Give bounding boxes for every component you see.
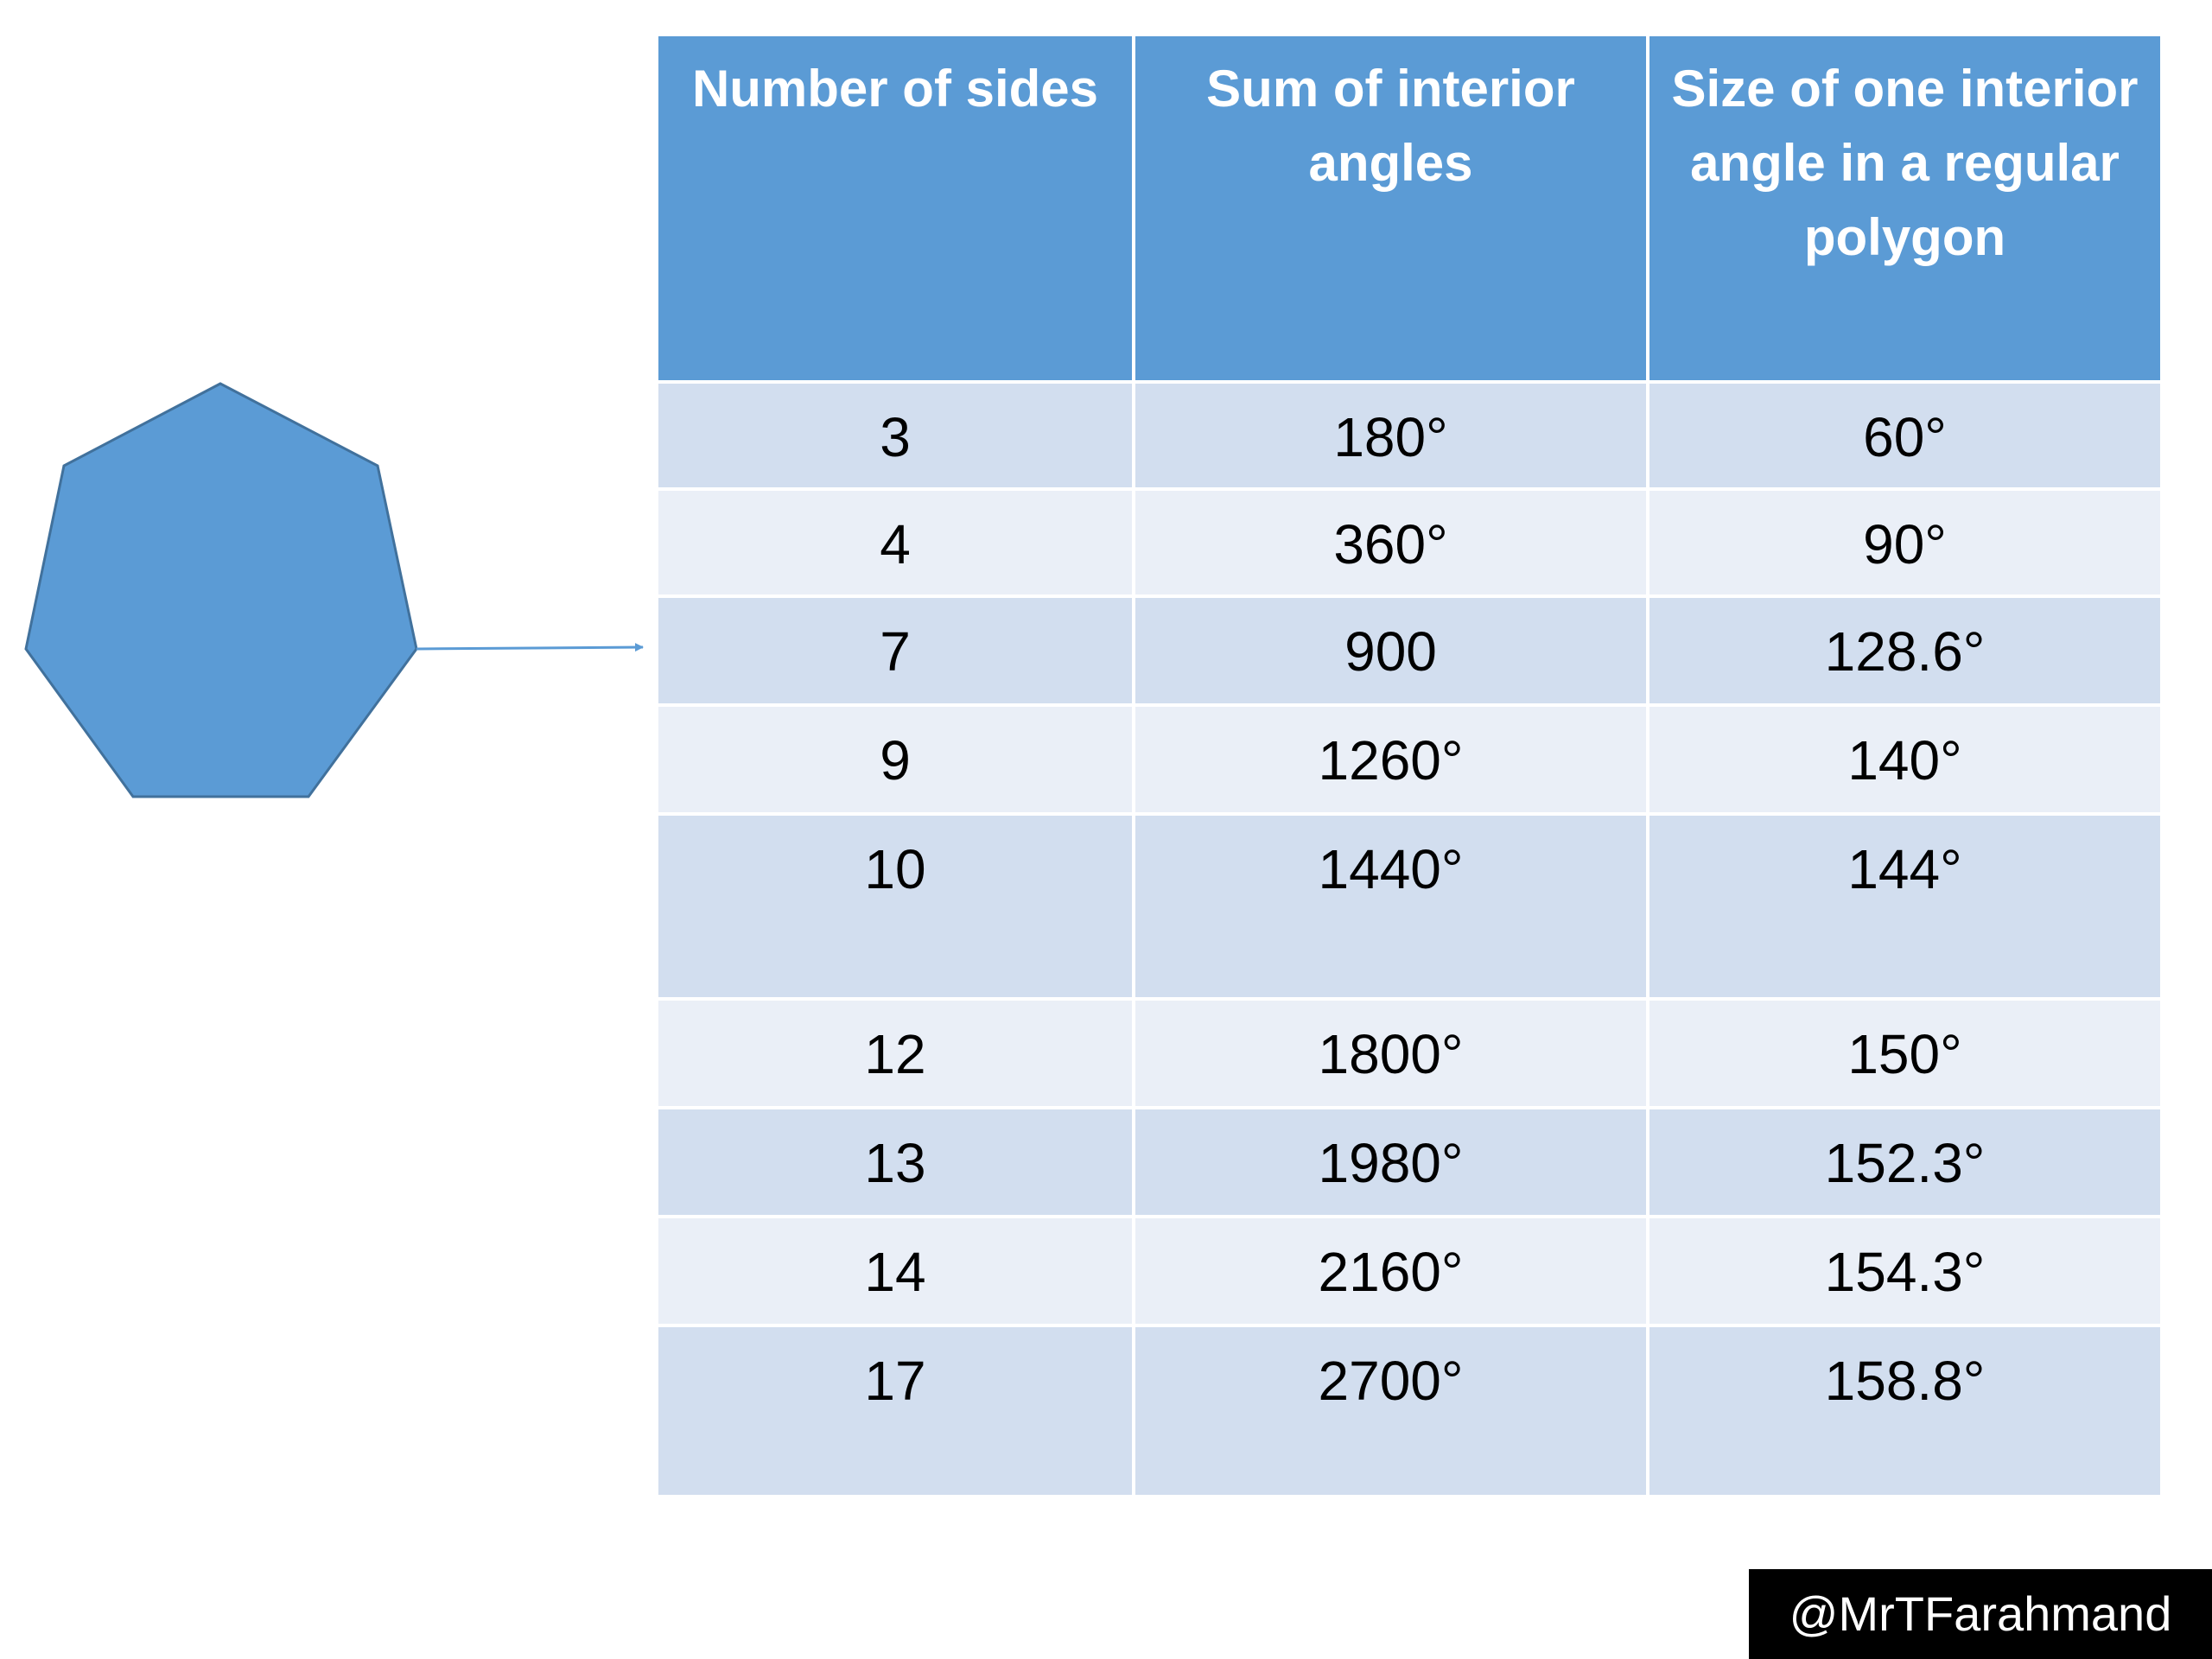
cell-sides: 12 bbox=[655, 997, 1135, 1109]
cell-sum: 1260° bbox=[1132, 703, 1649, 816]
cell-sides: 3 bbox=[655, 380, 1135, 491]
polygon-angles-table: Number of sides Sum of interior angles S… bbox=[655, 33, 2164, 1498]
table-row: 17 2700° 158.8° bbox=[655, 1324, 2164, 1498]
cell-sides: 14 bbox=[655, 1215, 1135, 1327]
cell-sum: 360° bbox=[1132, 487, 1649, 598]
cell-angle: 140° bbox=[1646, 703, 2164, 816]
table-row: 13 1980° 152.3° bbox=[655, 1106, 2164, 1218]
cell-sum: 1800° bbox=[1132, 997, 1649, 1109]
table-row: 12 1800° 150° bbox=[655, 997, 2164, 1109]
cell-sum: 1440° bbox=[1132, 812, 1649, 1001]
cell-angle: 128.6° bbox=[1646, 594, 2164, 707]
header-sum-of-interior-angles: Sum of interior angles bbox=[1132, 33, 1649, 384]
cell-sides: 13 bbox=[655, 1106, 1135, 1218]
table-row: 3 180° 60° bbox=[655, 380, 2164, 491]
table-row: 9 1260° 140° bbox=[655, 703, 2164, 816]
cell-sides: 10 bbox=[655, 812, 1135, 1001]
cell-sides: 7 bbox=[655, 594, 1135, 707]
arrow-icon bbox=[416, 643, 644, 652]
cell-angle: 152.3° bbox=[1646, 1106, 2164, 1218]
cell-angle: 158.8° bbox=[1646, 1324, 2164, 1498]
cell-sides: 4 bbox=[655, 487, 1135, 598]
heptagon-shape bbox=[24, 382, 418, 798]
cell-angle: 90° bbox=[1646, 487, 2164, 598]
table-row: 10 1440° 144° bbox=[655, 812, 2164, 1001]
cell-sides: 17 bbox=[655, 1324, 1135, 1498]
table-row: 4 360° 90° bbox=[655, 487, 2164, 598]
cell-angle: 150° bbox=[1646, 997, 2164, 1109]
cell-sum: 180° bbox=[1132, 380, 1649, 491]
table-row: 14 2160° 154.3° bbox=[655, 1215, 2164, 1327]
cell-sum: 2160° bbox=[1132, 1215, 1649, 1327]
cell-angle: 154.3° bbox=[1646, 1215, 2164, 1327]
cell-angle: 60° bbox=[1646, 380, 2164, 491]
table-row: 7 900 128.6° bbox=[655, 594, 2164, 707]
cell-sum: 1980° bbox=[1132, 1106, 1649, 1218]
cell-angle: 144° bbox=[1646, 812, 2164, 1001]
cell-sides: 9 bbox=[655, 703, 1135, 816]
author-credit: @MrTFarahmand bbox=[1749, 1569, 2212, 1659]
header-one-interior-angle: Size of one interior angle in a regular … bbox=[1646, 33, 2164, 384]
table-header-row: Number of sides Sum of interior angles S… bbox=[655, 33, 2164, 384]
cell-sum: 2700° bbox=[1132, 1324, 1649, 1498]
header-number-of-sides: Number of sides bbox=[655, 33, 1135, 384]
cell-sum: 900 bbox=[1132, 594, 1649, 707]
